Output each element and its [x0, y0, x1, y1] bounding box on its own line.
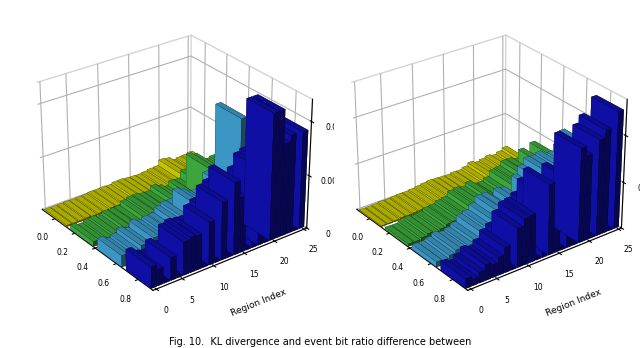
Text: Fig. 10.  KL divergence and event bit ratio difference between: Fig. 10. KL divergence and event bit rat…: [169, 337, 471, 347]
Y-axis label: Region Index: Region Index: [230, 288, 287, 318]
Y-axis label: Region Index: Region Index: [544, 288, 602, 318]
